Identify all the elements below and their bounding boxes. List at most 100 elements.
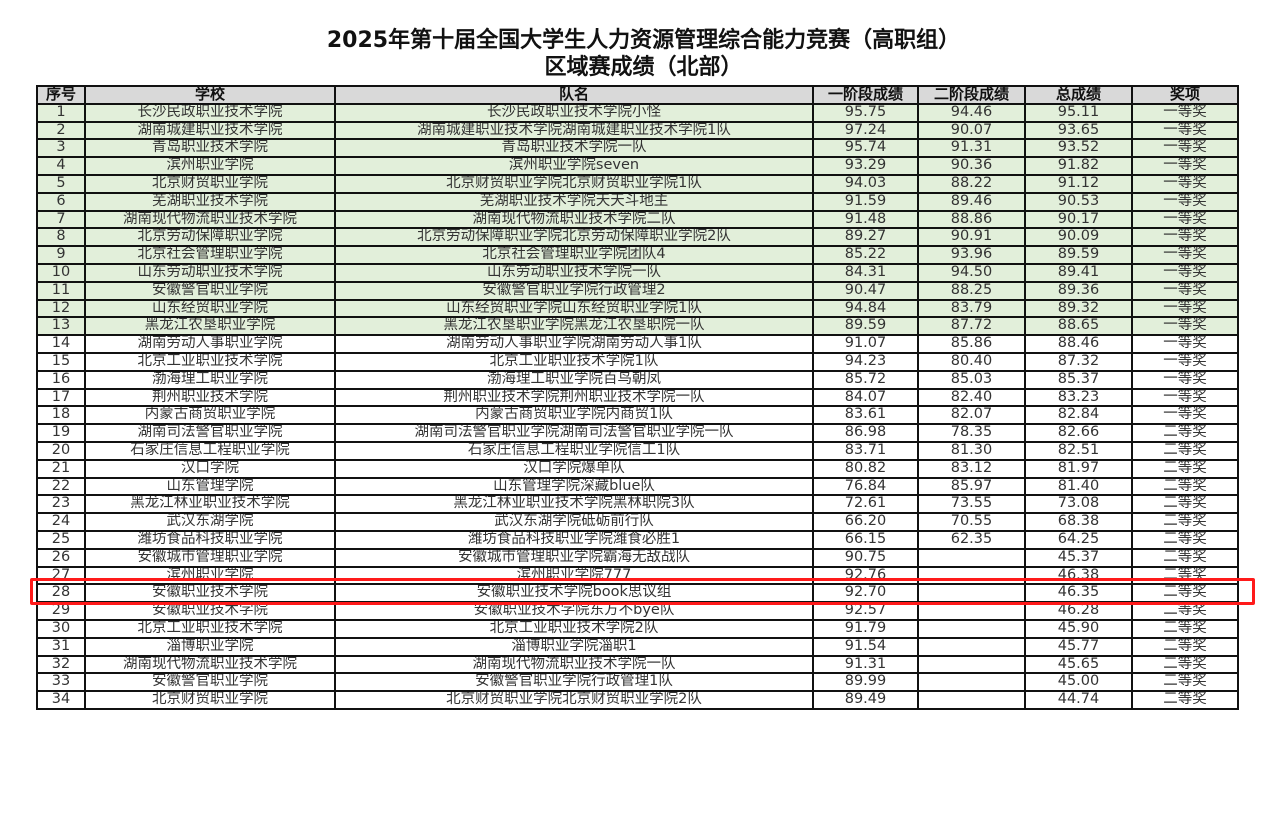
- team-cell: 湖南现代物流职业技术学院二队: [334, 209, 814, 230]
- stage2-cell: 90.36: [917, 156, 1026, 176]
- header-stage2: 二阶段成绩: [917, 85, 1026, 105]
- stage2-cell: 81.30: [917, 440, 1026, 461]
- table-row: 16 渤海理工职业学院 渤海理工职业学院百鸟朝凤 85.72 85.03 85.37 一等奖: [36, 369, 1239, 390]
- total-cell: 46.35: [1024, 583, 1133, 604]
- stage1-cell: 93.29: [812, 156, 919, 176]
- table-row: 12 山东经贸职业学院 山东经贸职业学院山东经贸职业学院1队 94.84 83.79 89…: [36, 298, 1239, 319]
- header-total: 总成绩: [1024, 85, 1133, 105]
- rank-cell: 17: [36, 387, 86, 408]
- team-cell: 长沙民政职业技术学院小怪: [334, 102, 814, 123]
- stage2-cell: 90.91: [917, 227, 1026, 248]
- school-cell: 渤海理工职业学院: [84, 369, 336, 390]
- rank-cell: 18: [36, 405, 86, 426]
- header-row: 序号 学校 队名 一阶段成绩 二阶段成绩 总成绩 奖项: [36, 85, 1239, 105]
- school-cell: 淄博职业学院: [84, 636, 336, 657]
- stage1-cell: 89.59: [812, 316, 919, 337]
- team-cell: 湖南司法警官职业学院湖南司法警官职业学院一队: [334, 423, 814, 443]
- total-cell: 82.51: [1024, 440, 1133, 461]
- rank-cell: 13: [36, 316, 86, 337]
- school-cell: 滨州职业学院: [84, 565, 336, 586]
- header-team: 队名: [334, 85, 814, 105]
- rank-cell: 3: [36, 138, 86, 159]
- rank-cell: 19: [36, 423, 86, 443]
- total-cell: 73.08: [1024, 494, 1133, 515]
- team-cell: 黑龙江农垦职业学院黑龙江农垦职院一队: [334, 316, 814, 337]
- stage2-cell: 85.03: [917, 369, 1026, 390]
- stage2-cell: [917, 583, 1026, 604]
- total-cell: 45.37: [1024, 547, 1133, 568]
- award-cell: 二等奖: [1131, 583, 1239, 604]
- stage1-cell: 85.22: [812, 245, 919, 265]
- rank-cell: 31: [36, 636, 86, 657]
- stage1-cell: 83.61: [812, 405, 919, 426]
- award-cell: 二等奖: [1131, 512, 1239, 532]
- stage1-cell: 89.49: [812, 690, 919, 710]
- stage1-cell: 89.99: [812, 672, 919, 693]
- total-cell: 90.09: [1024, 227, 1133, 248]
- school-cell: 山东经贸职业学院: [84, 298, 336, 319]
- rank-cell: 12: [36, 298, 86, 319]
- header-stage1: 一阶段成绩: [812, 85, 919, 105]
- table-row: 21 汉口学院 汉口学院爆单队 80.82 83.12 81.97 二等奖: [36, 458, 1239, 479]
- award-cell: 一等奖: [1131, 334, 1239, 354]
- school-cell: 荆州职业技术学院: [84, 387, 336, 408]
- school-cell: 北京劳动保障职业学院: [84, 227, 336, 248]
- rank-cell: 11: [36, 280, 86, 301]
- stage1-cell: 91.07: [812, 334, 919, 354]
- stage1-cell: 84.31: [812, 262, 919, 283]
- school-cell: 滨州职业学院: [84, 156, 336, 176]
- award-cell: 一等奖: [1131, 227, 1239, 248]
- team-cell: 安徽职业技术学院book思议组: [334, 583, 814, 604]
- award-cell: 二等奖: [1131, 601, 1239, 621]
- school-cell: 黑龙江林业职业技术学院: [84, 494, 336, 515]
- team-cell: 安徽警官职业学院行政管理1队: [334, 672, 814, 693]
- total-cell: 44.74: [1024, 690, 1133, 710]
- rank-cell: 8: [36, 227, 86, 248]
- award-cell: 二等奖: [1131, 565, 1239, 586]
- header-school: 学校: [84, 85, 336, 105]
- total-cell: 45.00: [1024, 672, 1133, 693]
- stage1-cell: 94.84: [812, 298, 919, 319]
- total-cell: 90.53: [1024, 191, 1133, 212]
- total-cell: 81.97: [1024, 458, 1133, 479]
- team-cell: 潍坊食品科技职业学院潍食必胜1: [334, 529, 814, 550]
- table-row: 31 淄博职业学院 淄博职业学院淄职1 91.54 45.77 二等奖: [36, 636, 1239, 657]
- school-cell: 安徽职业技术学院: [84, 583, 336, 604]
- award-cell: 一等奖: [1131, 351, 1239, 372]
- team-cell: 安徽职业技术学院东方不bye队: [334, 601, 814, 621]
- table-row: 30 北京工业职业技术学院 北京工业职业技术学院2队 91.79 45.90 二等奖: [36, 618, 1239, 639]
- total-cell: 68.38: [1024, 512, 1133, 532]
- team-cell: 湖南劳动人事职业学院湖南劳动人事1队: [334, 334, 814, 354]
- team-cell: 内蒙古商贸职业学院内商贸1队: [334, 405, 814, 426]
- rank-cell: 25: [36, 529, 86, 550]
- award-cell: 一等奖: [1131, 280, 1239, 301]
- table-row: 34 北京财贸职业学院 北京财贸职业学院北京财贸职业学院2队 89.49 44.74 二等…: [36, 690, 1239, 710]
- rank-cell: 33: [36, 672, 86, 693]
- stage1-cell: 95.75: [812, 102, 919, 123]
- rank-cell: 26: [36, 547, 86, 568]
- team-cell: 滨州职业学院seven: [334, 156, 814, 176]
- total-cell: 87.32: [1024, 351, 1133, 372]
- rank-cell: 27: [36, 565, 86, 586]
- header-rank: 序号: [36, 85, 86, 105]
- award-cell: 一等奖: [1131, 191, 1239, 212]
- school-cell: 北京社会管理职业学院: [84, 245, 336, 265]
- stage2-cell: 73.55: [917, 494, 1026, 515]
- table-row: 27 滨州职业学院 滨州职业学院777 92.76 46.38 二等奖: [36, 565, 1239, 586]
- stage1-cell: 92.57: [812, 601, 919, 621]
- rank-cell: 14: [36, 334, 86, 354]
- stage1-cell: 85.72: [812, 369, 919, 390]
- stage2-cell: 94.46: [917, 102, 1026, 123]
- school-cell: 湖南现代物流职业技术学院: [84, 209, 336, 230]
- school-cell: 武汉东湖学院: [84, 512, 336, 532]
- total-cell: 81.40: [1024, 476, 1133, 497]
- total-cell: 45.90: [1024, 618, 1133, 639]
- team-cell: 武汉东湖学院砥砺前行队: [334, 512, 814, 532]
- stage2-cell: [917, 565, 1026, 586]
- stage1-cell: 80.82: [812, 458, 919, 479]
- team-cell: 北京财贸职业学院北京财贸职业学院2队: [334, 690, 814, 710]
- total-cell: 93.52: [1024, 138, 1133, 159]
- stage1-cell: 94.23: [812, 351, 919, 372]
- team-cell: 青岛职业技术学院一队: [334, 138, 814, 159]
- stage2-cell: [917, 654, 1026, 675]
